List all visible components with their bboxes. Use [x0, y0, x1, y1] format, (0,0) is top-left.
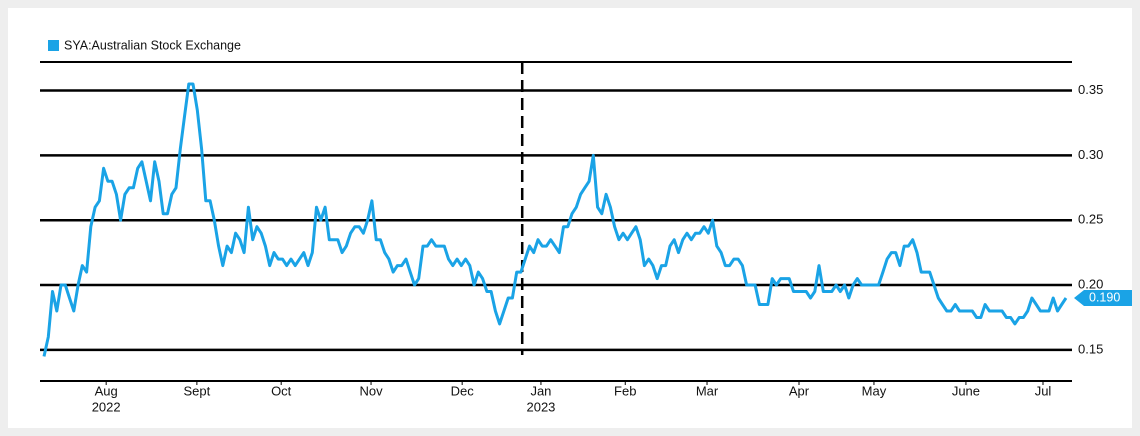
- x-tick-label: Jan: [530, 383, 551, 398]
- price-line: [42, 82, 1068, 357]
- legend-swatch: [48, 40, 59, 51]
- year-label: 2022: [92, 399, 121, 414]
- x-tick-label: Mar: [696, 383, 719, 398]
- legend-label: SYA:Australian Stock Exchange: [64, 38, 241, 52]
- x-tick-label: Dec: [451, 383, 475, 398]
- x-tick-label: Apr: [789, 383, 810, 398]
- x-tick-label: June: [952, 383, 980, 398]
- last-price-badge: [1074, 290, 1132, 307]
- y-tick-label: 0.30: [1078, 147, 1103, 162]
- x-tick-label: Sept: [183, 383, 210, 398]
- x-tick-label: Aug: [95, 383, 118, 398]
- y-tick-label: 0.20: [1078, 276, 1103, 291]
- x-tick-label: Nov: [359, 383, 383, 398]
- year-label: 2023: [526, 399, 555, 414]
- y-tick-label: 0.35: [1078, 82, 1103, 97]
- y-tick-label: 0.15: [1078, 341, 1103, 356]
- last-price-label: 0.190: [1089, 290, 1120, 304]
- y-tick-label: 0.25: [1078, 212, 1103, 227]
- x-tick-label: Jul: [1035, 383, 1052, 398]
- x-tick-label: Oct: [271, 383, 292, 398]
- x-tick-label: May: [862, 383, 887, 398]
- x-tick-label: Feb: [614, 383, 636, 398]
